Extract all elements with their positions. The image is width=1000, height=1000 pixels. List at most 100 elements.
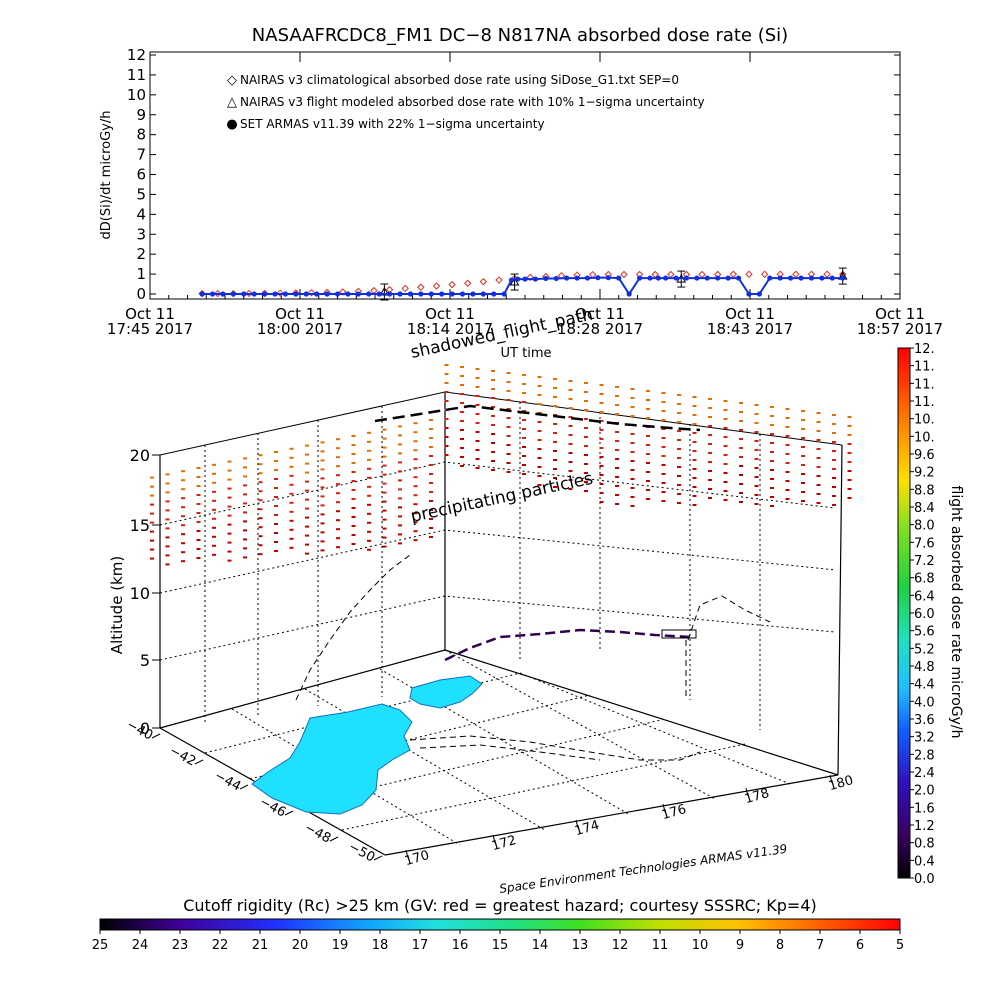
precipitating-particles-label: precipitating particles	[409, 469, 595, 527]
longitude-tick-mark	[575, 819, 579, 829]
cutoff-tick-label: 13	[572, 938, 589, 953]
flight-3d-panel: shadowed_flight_path precipitating parti…	[108, 305, 855, 896]
nairas-climatological-point	[464, 279, 472, 287]
armas-point	[574, 275, 580, 281]
armas-point	[272, 291, 278, 297]
legend-entry: SET ARMAS v11.39 with 22% 1−sigma uncert…	[240, 117, 545, 131]
armas-point	[386, 291, 393, 297]
cutoff-tick-label: 24	[132, 938, 149, 953]
colorbar-tick-label: 11.	[914, 377, 935, 392]
longitude-tick-label: 170	[403, 848, 431, 869]
colorbar-tick-label: 4.8	[914, 660, 935, 675]
colorbar-tick-label: 2.0	[914, 784, 935, 799]
armas-point	[470, 291, 476, 297]
armas-point	[595, 275, 601, 281]
colorbar-label: flight absorbed dose rate microGy/h	[948, 486, 964, 739]
armas-point	[626, 291, 632, 297]
land-masses	[251, 675, 483, 815]
colorbar-tick-label: 12.	[914, 342, 935, 357]
armas-point	[553, 275, 559, 282]
x-tick-label-time: 18:43 2017	[707, 320, 793, 338]
y-tick-label: 11	[127, 66, 146, 84]
armas-point	[220, 291, 226, 297]
nairas-climatological-point	[370, 286, 378, 295]
cutoff-tick-label: 18	[372, 938, 389, 953]
y-tick-label: 0	[136, 285, 146, 303]
cutoff-tick-label: 19	[332, 938, 349, 953]
longitude-tick-mark	[405, 849, 409, 859]
armas-point	[735, 275, 742, 281]
y-tick-label: 8	[136, 126, 146, 144]
y-tick-label: 7	[136, 146, 146, 164]
colorbar-tick-label: 3.2	[914, 731, 935, 746]
nairas-climatological-point	[792, 270, 800, 278]
longitude-tick-mark	[745, 787, 749, 797]
colorbar-tick-label: 7.6	[914, 536, 935, 551]
colorbar-tick-label: 10.	[914, 413, 935, 428]
x-tick-label-date: Oct 11	[725, 305, 775, 323]
nairas-climatological-point	[760, 270, 769, 278]
land-north-island	[409, 675, 483, 709]
armas-point	[439, 291, 445, 297]
latitude-tick-label: −48	[302, 820, 333, 846]
y-tick-label: 2	[136, 245, 146, 263]
nairas-climatological-point	[479, 277, 488, 286]
armas-point	[418, 291, 424, 297]
armas-point	[397, 291, 403, 297]
armas-point	[756, 291, 762, 297]
nairas-climatological-point	[339, 288, 347, 296]
armas-point	[564, 275, 570, 281]
colorbar-tick-label: 8.8	[914, 483, 935, 498]
high-altitude-track	[374, 404, 701, 432]
armas-point	[251, 291, 257, 297]
latitude-tick-mark	[194, 759, 204, 765]
longitude-tick-label: 180	[827, 773, 855, 794]
ascent-path	[295, 554, 411, 701]
y-tick-label: 5	[136, 185, 146, 203]
colorbar-tick-label: 11.	[914, 360, 935, 375]
ground-track	[409, 735, 701, 761]
y-tick-label: 9	[136, 106, 146, 124]
armas-point	[767, 275, 773, 281]
cutoff-tick-label: 23	[172, 938, 189, 953]
cutoff-tick-label: 20	[292, 938, 309, 953]
cutoff-tick-label: 8	[776, 938, 784, 953]
armas-point	[230, 291, 236, 297]
cutoff-tick-label: 5	[896, 938, 904, 953]
colorbar-tick-label: 4.4	[914, 678, 935, 693]
colorbar-tick-label: 1.6	[914, 801, 935, 816]
armas-point	[704, 275, 710, 281]
x-tick-label-date: Oct 11	[425, 305, 475, 323]
armas-point	[605, 275, 611, 281]
nairas-climatological-point	[823, 270, 831, 278]
longitude-tick-label: 172	[490, 833, 518, 854]
armas-point	[715, 275, 721, 281]
armas-point	[788, 275, 794, 281]
y-tick-label: 3	[136, 225, 146, 243]
armas-point	[683, 275, 690, 281]
armas-point	[407, 291, 414, 297]
armas-point	[840, 275, 846, 281]
x-tick-label-time: 18:00 2017	[257, 320, 343, 338]
altitude-tick-label: 10	[130, 584, 150, 603]
armas-point	[241, 291, 247, 297]
colorbar-tick-label: 10.	[914, 430, 935, 445]
altitude-tick-label: 15	[130, 516, 150, 535]
armas-point	[663, 275, 669, 281]
armas-point	[501, 291, 507, 297]
colorbar-tick-label: 1.2	[914, 819, 935, 834]
cutoff-tick-label: 7	[816, 938, 824, 953]
nairas-climatological-point	[745, 270, 753, 278]
x-tick-label-date: Oct 11	[125, 305, 175, 323]
nairas-climatological-point	[448, 280, 456, 289]
armas-point	[673, 275, 679, 281]
colorbar-tick-label: 7.2	[914, 554, 935, 569]
colorbar-tick-label: 6.8	[914, 572, 935, 587]
armas-point	[655, 275, 661, 281]
armas-point	[508, 277, 515, 283]
colorbar-tick-label: 9.6	[914, 448, 935, 463]
nairas-climatological-point	[432, 282, 441, 290]
cutoff-tick-label: 6	[856, 938, 864, 953]
armas-point	[725, 275, 731, 281]
latitude-tick-mark	[284, 810, 294, 816]
